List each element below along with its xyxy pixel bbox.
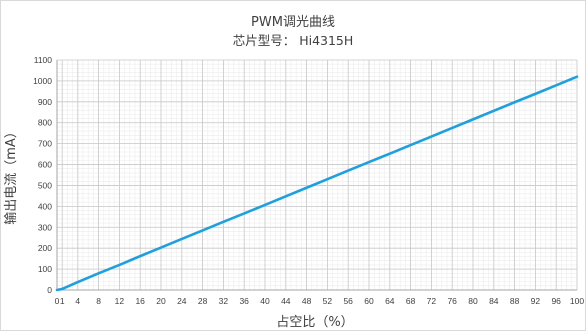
x-tick-label: 52 xyxy=(323,296,333,306)
x-tick-label: 88 xyxy=(510,296,520,306)
chart-title: PWM调光曲线 xyxy=(251,15,335,30)
y-tick-label: 900 xyxy=(38,97,52,107)
x-tick-label: 8 xyxy=(96,296,101,306)
series-layer xyxy=(55,75,579,292)
x-axis-label: 占空比（%） xyxy=(276,315,353,330)
x-tick-label: 44 xyxy=(281,296,291,306)
x-tick-label: 1 xyxy=(60,296,65,306)
y-tick-label: 0 xyxy=(47,285,52,295)
y-tick-label: 100 xyxy=(38,264,52,274)
x-tick-label: 72 xyxy=(427,296,437,306)
x-tick-label: 84 xyxy=(489,296,499,306)
x-tick-label: 100 xyxy=(570,296,584,306)
x-tick-label: 0 xyxy=(55,296,60,306)
chart-subtitle: 芯片型号： Hi4315H xyxy=(233,33,354,48)
y-tick-label: 500 xyxy=(38,180,52,190)
x-tick-label: 60 xyxy=(364,296,374,306)
x-tick-label: 96 xyxy=(551,296,561,306)
x-tick-label: 80 xyxy=(468,296,478,306)
y-tick-label: 1000 xyxy=(33,76,52,86)
y-axis-label: 输出电流（mA） xyxy=(3,125,19,225)
y-tick-label: 300 xyxy=(38,222,52,232)
x-tick-label: 76 xyxy=(447,296,457,306)
x-tick-label: 32 xyxy=(219,296,229,306)
x-tick-label: 36 xyxy=(239,296,249,306)
x-tick-label: 20 xyxy=(156,296,166,306)
x-tick-label: 24 xyxy=(177,296,187,306)
x-tick-label: 48 xyxy=(302,296,312,306)
x-tick-label: 28 xyxy=(198,296,208,306)
x-tick-label: 16 xyxy=(135,296,145,306)
y-tick-label: 800 xyxy=(38,118,52,128)
y-tick-label: 200 xyxy=(38,243,52,253)
x-tick-label: 12 xyxy=(115,296,125,306)
series-line xyxy=(55,75,579,292)
x-tick-label: 68 xyxy=(406,296,416,306)
x-tick-label: 92 xyxy=(531,296,541,306)
y-tick-label: 600 xyxy=(38,160,52,170)
y-tick-label: 700 xyxy=(38,139,52,149)
y-tick-label: 400 xyxy=(38,201,52,211)
x-tick-label: 40 xyxy=(260,296,270,306)
x-tick-label: 56 xyxy=(343,296,353,306)
y-tick-label: 1100 xyxy=(34,55,53,65)
x-tick-label: 64 xyxy=(385,296,395,306)
x-tick-label: 4 xyxy=(75,296,80,306)
